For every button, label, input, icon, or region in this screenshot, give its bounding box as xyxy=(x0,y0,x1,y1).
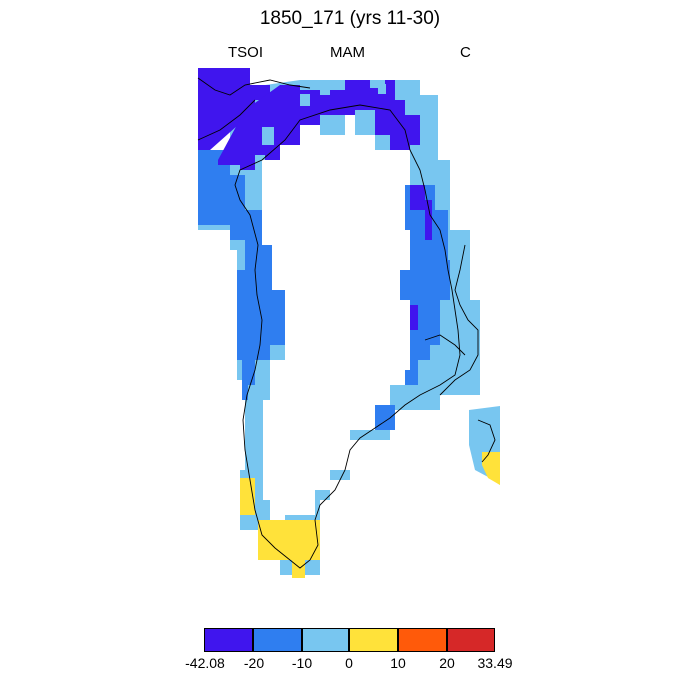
north-band-gaps xyxy=(262,84,386,145)
variable-label: TSOI xyxy=(228,44,264,61)
colorbar-box-5 xyxy=(398,628,447,652)
season-label: MAM xyxy=(330,44,365,61)
colorbar-label-5: 10 xyxy=(390,655,406,671)
plot-title: 1850_171 (yrs 11-30) xyxy=(259,8,441,29)
coastline xyxy=(197,77,496,569)
colorbar-box-4 xyxy=(349,628,398,652)
west-band-medium xyxy=(198,150,285,400)
colorbar-label-2: -20 xyxy=(243,655,265,671)
colorbar-box-3 xyxy=(302,628,349,652)
colorbar-label-7: 33.49 xyxy=(477,655,513,671)
east-band-medium xyxy=(375,185,450,430)
south-band-yellow xyxy=(240,452,500,578)
ice-sheet-interior xyxy=(262,115,410,520)
units-label: C xyxy=(460,44,471,61)
colorbar-box-1 xyxy=(204,628,253,652)
colorbar-box-2 xyxy=(253,628,302,652)
colorbar-label-4: 0 xyxy=(345,655,353,671)
colorbar-label-6: 20 xyxy=(439,655,455,671)
colorbar-label-3: -10 xyxy=(291,655,313,671)
colorbar-box-6 xyxy=(447,628,495,652)
colorbar-label-1: -42.08 xyxy=(185,655,225,671)
